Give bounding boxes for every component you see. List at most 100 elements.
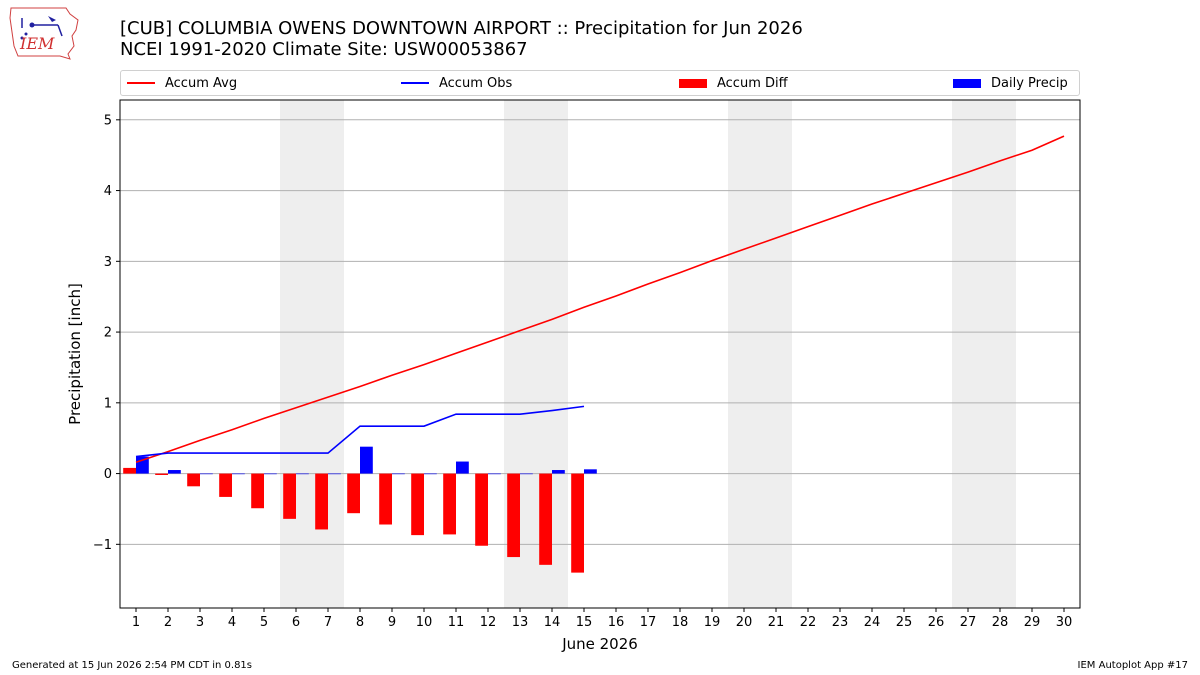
x-tick-label: 4 (228, 615, 236, 630)
accum-diff-bar (283, 473, 296, 519)
x-tick-label: 17 (640, 615, 657, 630)
x-tick-label: 18 (672, 615, 689, 630)
accum-diff-bar (411, 473, 424, 536)
legend-item-accum-avg: Accum Avg (127, 75, 237, 91)
legend-swatch-accum-obs (401, 82, 429, 84)
weekend-shading (280, 100, 1016, 608)
accum-diff-bar (443, 473, 456, 535)
weekend-band-3 (728, 100, 792, 608)
x-tick-label: 27 (960, 615, 977, 630)
legend-label-accum-obs: Accum Obs (439, 75, 513, 91)
daily-precip-bar (296, 473, 309, 475)
x-tick-label: 16 (608, 615, 625, 630)
accum-diff-bar (507, 473, 520, 558)
legend-item-accum-obs: Accum Obs (401, 75, 512, 91)
chart-title-line1: [CUB] COLUMBIA OWENS DOWNTOWN AIRPORT ::… (120, 18, 803, 39)
app-credit: IEM Autoplot App #17 (1077, 660, 1188, 671)
legend-swatch-daily-precip (953, 78, 981, 88)
daily-precip-bar (232, 473, 245, 475)
x-tick-label: 6 (292, 615, 300, 630)
legend-label-accum-avg: Accum Avg (165, 75, 238, 91)
y-tick-label: 2 (104, 326, 112, 341)
x-tick-label: 22 (800, 615, 817, 630)
x-tick-label: 10 (416, 615, 433, 630)
accum-obs-line (135, 405, 585, 458)
daily-precip-bar (392, 473, 405, 475)
x-tick-label: 24 (864, 615, 881, 630)
y-tick-label: 5 (104, 113, 112, 128)
x-tick-label: 8 (356, 615, 364, 630)
daily-precip-bar (488, 473, 501, 475)
daily-precip-bar (456, 461, 469, 474)
y-tick-label: −1 (93, 538, 112, 553)
x-tick-label: 26 (928, 615, 945, 630)
chart-legend: Accum Avg Accum Obs Accum Diff Daily Pre… (120, 70, 1080, 96)
weekend-band-4 (952, 100, 1016, 608)
plot-frame (119, 99, 1081, 609)
accum-diff-bar (379, 473, 392, 525)
legend-label-daily-precip: Daily Precip (991, 75, 1068, 91)
x-tick-label: 11 (448, 615, 465, 630)
accum-avg-line (135, 135, 1065, 464)
x-tick-label: 3 (196, 615, 204, 630)
daily-precip-bar (168, 470, 181, 474)
accum-diff-bar (347, 473, 360, 514)
daily-precip-bar (328, 473, 341, 475)
x-tick-label: 30 (1056, 615, 1073, 630)
bar-series (123, 446, 597, 573)
legend-swatch-accum-diff (679, 78, 707, 88)
daily-precip-bar (360, 446, 373, 474)
x-axis-ticks: 1 2 3 4 5 6 7 8 9 10 11 12 13 14 15 16 17 18 19 20 21 22 23 24 2… (132, 608, 1072, 630)
y-tick-label: 3 (104, 255, 112, 270)
x-tick-label: 23 (832, 615, 849, 630)
x-tick-label: 15 (576, 615, 593, 630)
iem-logo-graphic (9, 7, 79, 60)
y-axis-ticks: −1 0 1 2 3 4 5 (93, 113, 120, 553)
x-tick-label: 25 (896, 615, 913, 630)
accum-diff-bar (571, 473, 584, 573)
iem-logo: IEM (8, 6, 80, 60)
accum-diff-bar (123, 467, 136, 474)
daily-precip-bar (520, 473, 533, 475)
x-tick-label: 2 (164, 615, 172, 630)
iem-logo-text: IEM (20, 34, 55, 53)
x-tick-label: 9 (388, 615, 396, 630)
daily-precip-bar (200, 473, 213, 475)
daily-precip-bar (264, 473, 277, 475)
x-tick-label: 21 (768, 615, 785, 630)
legend-swatch-accum-avg (127, 82, 155, 84)
daily-precip-bar (584, 469, 597, 474)
x-tick-label: 12 (480, 615, 497, 630)
legend-item-daily-precip: Daily Precip (953, 75, 1068, 91)
daily-precip-bar (552, 470, 565, 474)
x-tick-label: 28 (992, 615, 1009, 630)
y-axis-label: Precipitation [inch] (66, 283, 84, 425)
weekend-band-1 (280, 100, 344, 608)
x-tick-label: 20 (736, 615, 753, 630)
chart-title-line2: NCEI 1991-2020 Climate Site: USW00053867 (120, 39, 528, 60)
daily-precip-bar (424, 473, 437, 475)
grid-lines (120, 119, 1080, 545)
line-series (135, 135, 1065, 464)
accum-diff-bar (219, 473, 232, 497)
x-tick-label: 29 (1024, 615, 1041, 630)
legend-label-accum-diff: Accum Diff (717, 75, 788, 91)
accum-diff-bar (539, 473, 552, 565)
x-tick-label: 19 (704, 615, 721, 630)
accum-diff-bar (155, 473, 168, 475)
x-tick-label: 7 (324, 615, 332, 630)
chart-title: [CUB] COLUMBIA OWENS DOWNTOWN AIRPORT ::… (120, 18, 803, 60)
x-tick-label: 5 (260, 615, 268, 630)
generated-timestamp: Generated at 15 Jun 2026 2:54 PM CDT in … (12, 660, 253, 671)
x-tick-label: 13 (512, 615, 529, 630)
y-tick-label: 4 (104, 184, 112, 199)
y-tick-label: 1 (104, 396, 112, 411)
y-tick-label: 0 (104, 467, 112, 482)
accum-diff-bar (251, 473, 264, 509)
x-tick-label: 1 (132, 615, 140, 630)
accum-diff-bar (315, 473, 328, 530)
accum-diff-bar (475, 473, 488, 546)
legend-item-accum-diff: Accum Diff (679, 75, 788, 91)
accum-diff-bar (187, 473, 200, 487)
